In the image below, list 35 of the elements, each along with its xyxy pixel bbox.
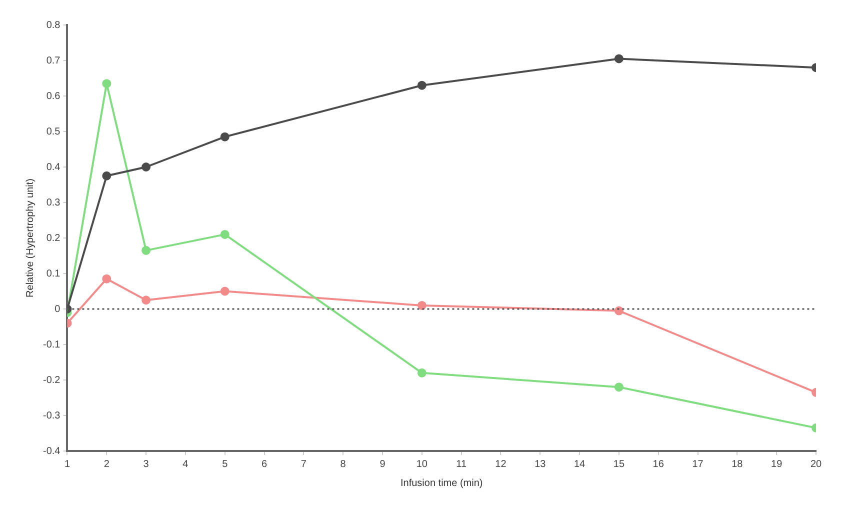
x-tick-label: 20 xyxy=(810,458,822,470)
x-tick-label: 9 xyxy=(380,458,386,470)
x-tick-label: 12 xyxy=(495,458,507,470)
x-tick-label: 2 xyxy=(104,458,110,470)
x-tick-label: 5 xyxy=(222,458,228,470)
x-tick-label: 4 xyxy=(182,458,189,470)
x-tick-label: 8 xyxy=(340,458,346,470)
y-tick-label: -0.1 xyxy=(42,339,61,350)
x-tick-label: 6 xyxy=(261,458,268,470)
y-tick-label: 0.1 xyxy=(46,268,61,280)
x-tick-label: 3 xyxy=(143,458,150,470)
x-axis-title: Infusion time (min) xyxy=(400,478,483,489)
x-tick-label: 10 xyxy=(416,458,428,470)
y-tick-label: -0.3 xyxy=(42,410,61,422)
y-tick-label: 0.6 xyxy=(46,90,61,102)
y-tick-label: 0.5 xyxy=(46,126,61,138)
y-tick-label: 0 xyxy=(54,304,61,315)
x-tick-label: 15 xyxy=(613,458,625,470)
y-tick-label: 0.4 xyxy=(46,162,61,173)
x-tick-label: 11 xyxy=(456,458,467,470)
x-tick-label: 1 xyxy=(64,458,70,470)
x-tick-label: 7 xyxy=(300,458,307,470)
x-tick-label: 14 xyxy=(574,458,586,470)
x-tick-label: 16 xyxy=(652,458,664,470)
y-tick-label: -0.4 xyxy=(42,446,61,457)
y-tick-label: 0.7 xyxy=(46,55,61,66)
x-tick-label: 17 xyxy=(692,458,704,470)
x-tick-label: 19 xyxy=(771,458,783,470)
x-tick-label: 13 xyxy=(534,458,546,470)
y-tick-label: 0.2 xyxy=(46,232,61,244)
y-axis-title: Relative (Hypertrophy unit) xyxy=(24,178,36,298)
y-tick-label: 0.8 xyxy=(46,20,61,31)
y-tick-label: 0.3 xyxy=(46,197,61,208)
x-tick-label: 18 xyxy=(732,458,744,470)
y-tick-label: -0.2 xyxy=(42,374,61,386)
